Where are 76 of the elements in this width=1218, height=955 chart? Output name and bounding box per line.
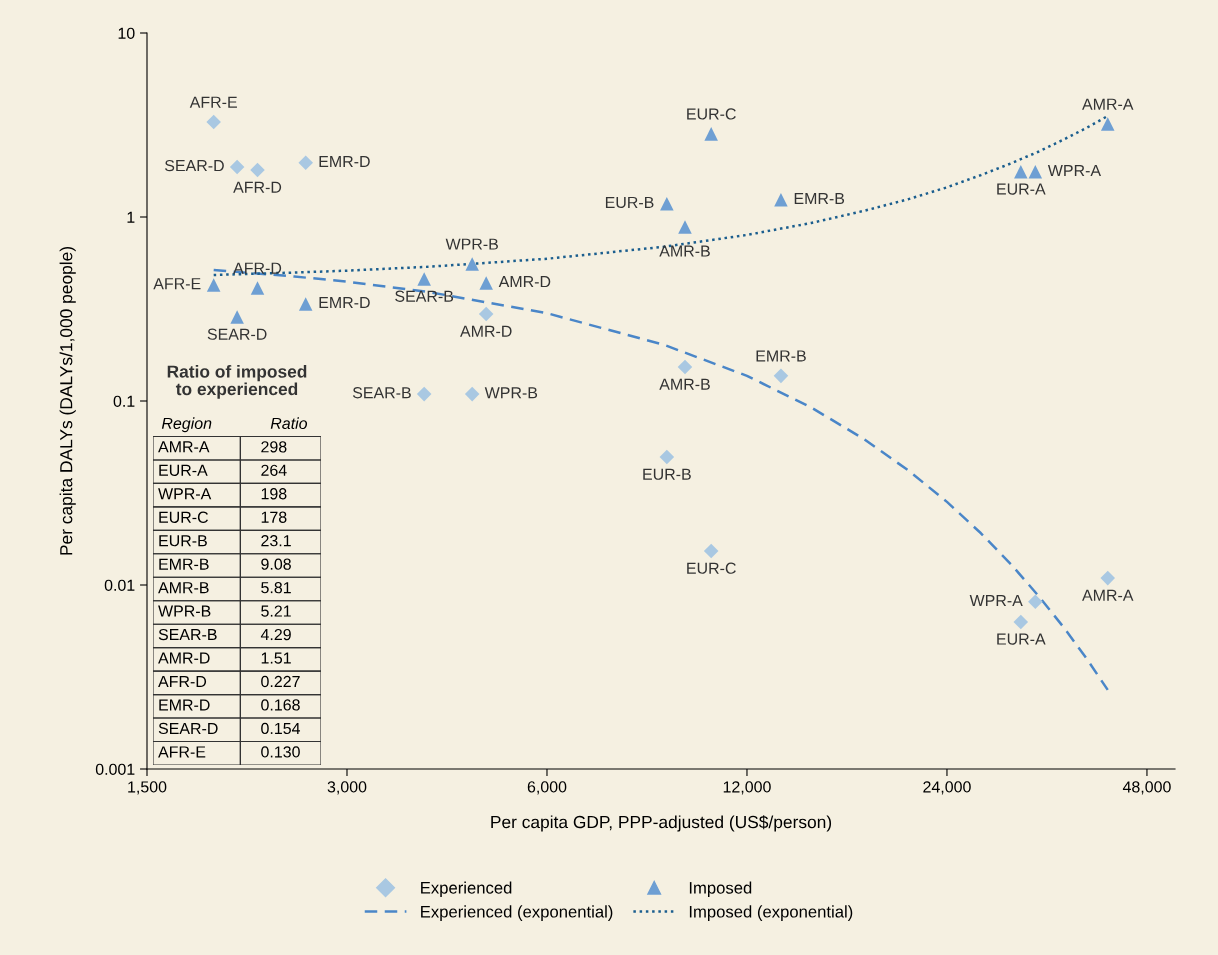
text: 4.29 (260, 628, 291, 641)
category-label: EUR-B (159, 535, 207, 547)
legend-label: Experienced (exponential) (421, 905, 613, 921)
text: Ratio of imposed to experienced (167, 365, 307, 399)
annotation: EUR-C (687, 562, 736, 574)
x-axis-title: Per capita GDP, PPP-adjusted (US$/person) (491, 815, 832, 832)
text: 23.1 (261, 535, 291, 547)
y-tick-label: 0.01 (104, 579, 135, 591)
category-label: EMR-B (159, 558, 209, 570)
annotation: EMR-B (794, 192, 845, 204)
category-label: EUR-C (159, 511, 209, 523)
annotation: AFR-D (233, 181, 282, 193)
legend-label: Imposed (689, 881, 752, 898)
annotation: SEAR-D (165, 159, 224, 172)
annotation: EUR-B (605, 196, 654, 209)
category-label: WPR-A (158, 488, 212, 500)
category-label: AFR-E (158, 746, 206, 758)
category-label: SEAR-D (158, 722, 218, 735)
legend-label: Experienced (421, 881, 512, 898)
annotation: EUR-B (643, 468, 691, 480)
annotation: AMR-D (498, 276, 551, 288)
text: 5.81 (261, 581, 291, 594)
y-tick-label: 1 (127, 211, 135, 223)
text: 298 (261, 441, 287, 453)
annotation: AMR-B (659, 245, 710, 257)
annotation: SEAR-D (207, 328, 267, 340)
x-tick-label: 1,500 (128, 781, 167, 795)
text: Ratio (270, 417, 308, 430)
y-axis-title: Per capita DALYs (DALYs/1,000 people) (59, 247, 76, 555)
annotation: AFR-E (153, 278, 201, 290)
category-label: EMR-D (159, 699, 210, 711)
text: 1.51 (261, 652, 291, 664)
annotation: WPR-A (969, 594, 1023, 606)
annotation: EMR-D (319, 297, 370, 309)
text: 0.154 (261, 722, 301, 735)
annotation: SEAR-B (395, 290, 454, 302)
category-label: AMR-D (158, 652, 210, 664)
x-tick-label: 12,000 (723, 781, 771, 795)
annotation: AMR-B (659, 378, 710, 390)
text: 0.227 (261, 675, 300, 688)
text: 178 (261, 511, 287, 523)
text: Region (161, 417, 212, 433)
text: 198 (261, 488, 287, 500)
annotation: WPR-A (1047, 164, 1102, 176)
category-label: AMR-B (158, 582, 209, 594)
text: 0.168 (261, 699, 300, 711)
annotation: EMR-B (756, 350, 806, 362)
annotation: SEAR-B (352, 387, 411, 399)
category-label: WPR-B (158, 605, 211, 617)
annotation: EMR-D (319, 155, 370, 167)
annotation: EUR-C (687, 108, 736, 120)
x-tick-label: 24,000 (923, 781, 971, 795)
text: 0.130 (261, 746, 300, 758)
x-tick-label: 48,000 (1122, 781, 1171, 795)
x-tick-label: 6,000 (527, 781, 567, 795)
annotation: WPR-B (445, 238, 498, 250)
text: 264 (261, 464, 287, 476)
y-tick-label: 10 (118, 27, 135, 39)
annotation: WPR-B (484, 387, 538, 399)
legend-label: Imposed (exponential) (689, 905, 853, 921)
annotation: EUR-A (997, 183, 1046, 195)
x-tick-label: 3,000 (327, 781, 367, 795)
annotation: AFR-D (233, 262, 282, 274)
text: 5.21 (261, 605, 291, 617)
annotation: EUR-A (997, 633, 1046, 645)
category-label: SEAR-B (158, 628, 217, 641)
annotation: AMR-A (1082, 589, 1134, 601)
text: 9.08 (261, 558, 291, 570)
y-tick-label: 0.1 (113, 395, 135, 407)
category-label: EUR-A (159, 464, 208, 476)
annotation: AMR-D (460, 325, 512, 337)
y-tick-label: 0.001 (95, 763, 135, 775)
annotation: AFR-E (189, 96, 237, 108)
category-label: AMR-A (158, 441, 210, 453)
category-label: AFR-D (158, 676, 207, 687)
annotation: AMR-A (1082, 98, 1134, 110)
